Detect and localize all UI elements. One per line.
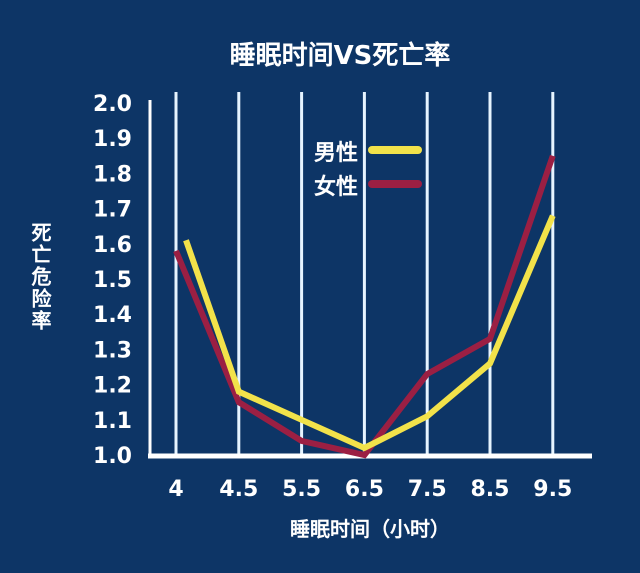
series-line-male (183, 214, 556, 452)
x-tick-label: 4 (168, 477, 183, 502)
y-tick-label: 1.4 (93, 303, 132, 328)
series-line-female (173, 154, 556, 459)
y-tick-label: 1.0 (93, 444, 132, 469)
legend-label: 男性 (314, 141, 358, 166)
y-tick-label: 1.1 (93, 409, 132, 434)
legend-label: 女性 (314, 174, 358, 200)
x-tick-labels: 4 4.5 5.5 6.5 7.5 8.5 9.5 (168, 477, 572, 502)
x-tick-label: 7.5 (408, 477, 447, 502)
y-tick-label: 1.3 (93, 338, 132, 363)
y-tick-label: 1.8 (93, 162, 132, 187)
y-tick-label: 1.5 (93, 268, 132, 293)
x-tick-label: 5.5 (282, 477, 321, 502)
grid (174, 92, 555, 456)
x-tick-label: 6.5 (345, 477, 384, 502)
chart-title: 睡眠时间VS死亡率 (230, 40, 451, 71)
x-tick-label: 4.5 (219, 477, 258, 502)
y-axis-label: 死亡危险率 (28, 222, 52, 332)
y-tick-label: 2.0 (93, 92, 132, 117)
series-lines (173, 154, 556, 459)
x-axis-label: 睡眠时间（小时） (290, 517, 450, 541)
y-tick-label: 1.7 (93, 198, 132, 223)
y-tick-label: 1.9 (93, 127, 132, 152)
y-tick-labels: 1.0 1.1 1.2 1.3 1.4 1.5 1.6 1.7 1.8 1.9 2.0 (93, 92, 132, 469)
y-tick-label: 1.6 (93, 233, 132, 258)
y-tick-label: 1.2 (93, 374, 132, 399)
x-tick-label: 9.5 (533, 477, 572, 502)
x-tick-label: 8.5 (471, 477, 510, 502)
